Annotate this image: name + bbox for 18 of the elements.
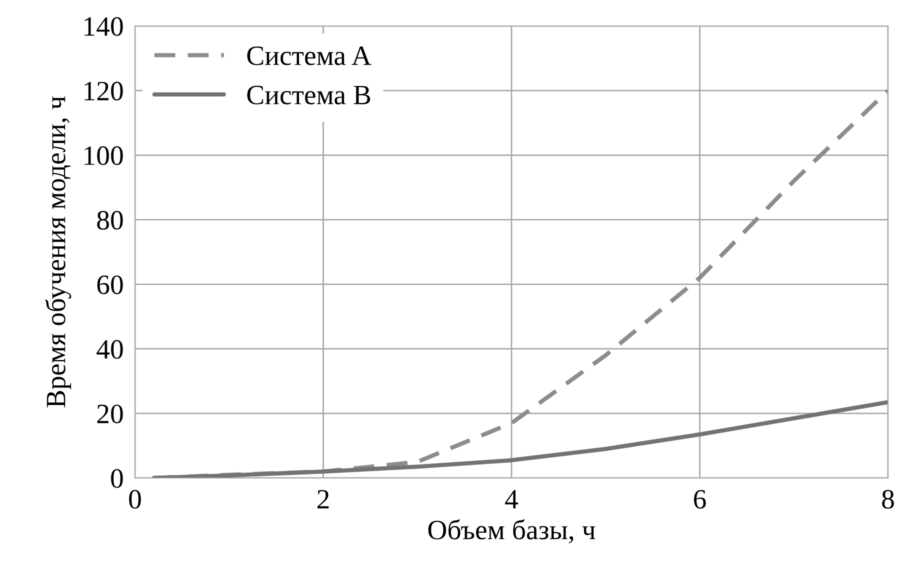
legend-label: Система B [247,86,370,104]
y-tick-label: 20 [97,404,123,424]
y-tick-label: 40 [96,340,123,359]
y-axis-title: Время обучения модели, ч [45,96,72,408]
line-series [152,400,888,478]
x-tick-label: 4 [505,490,518,508]
y-tick-label: 60 [97,275,123,294]
x-tick-label: 8 [882,490,894,509]
legend-label: Система A [247,46,372,66]
x-tick-label: 2 [318,490,329,508]
y-tick-label: 140 [84,17,123,36]
y-tick-label: 120 [84,82,123,100]
x-tick-label: 6 [694,490,706,509]
x-axis-title: Объем базы, ч [428,519,596,544]
y-tick-label: 100 [84,146,123,166]
y-tick-label: 80 [97,210,123,230]
y-tick-label: 0 [111,469,123,488]
x-tick-label: 0 [129,490,141,509]
